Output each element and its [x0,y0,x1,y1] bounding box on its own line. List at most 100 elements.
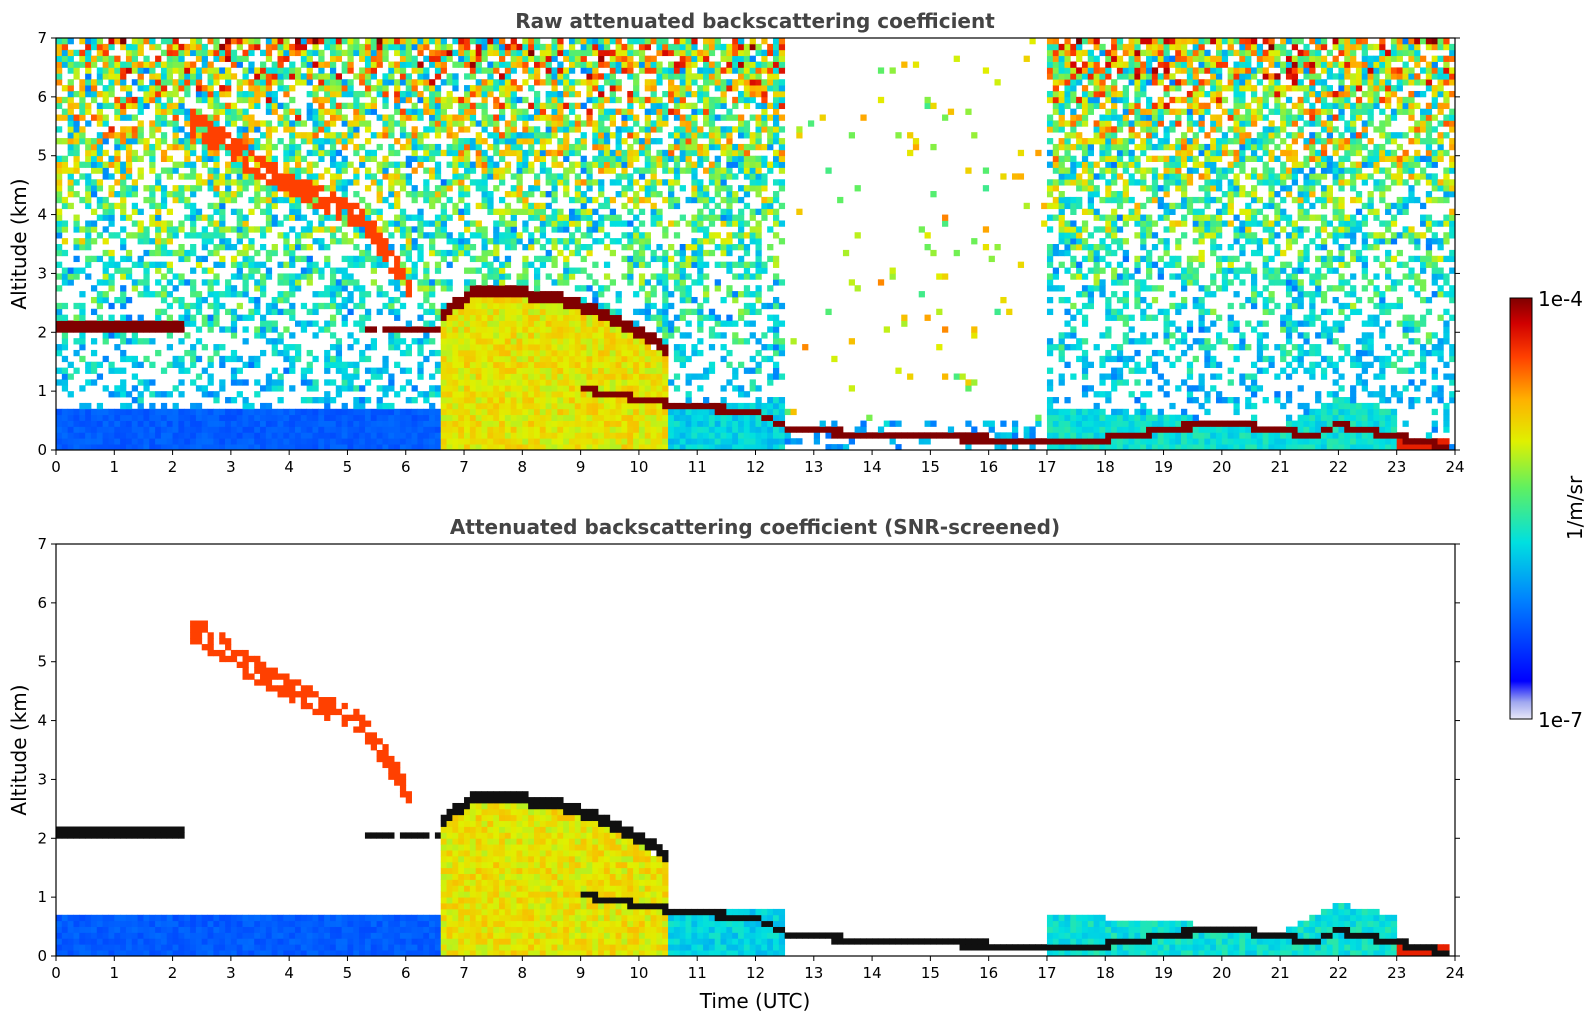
heatmap-cell [574,214,582,221]
heatmap-cell [225,179,232,186]
heatmap-cell [335,73,343,80]
heatmap-cell [481,161,488,168]
heatmap-cell [265,432,273,439]
heatmap-cell [137,208,144,215]
heatmap-cell [434,114,442,121]
heatmap-cell [271,43,278,51]
heatmap-cell [213,132,220,139]
heatmap-cell [464,49,471,57]
heatmap-cell [242,397,249,404]
heatmap-cell [312,49,319,57]
heatmap-cell [388,43,395,51]
heatmap-cell [195,426,203,433]
heatmap-cell [399,67,407,74]
heatmap-cell [67,102,74,110]
heatmap-cell [131,102,139,110]
heatmap-cell [662,438,669,445]
heatmap-cell [329,344,337,351]
heatmap-cell [563,244,570,251]
heatmap-cell [429,420,436,427]
heatmap-cell [125,326,133,333]
heatmap-cell [528,214,535,221]
heatmap-cell [522,67,529,74]
heatmap-cell [137,79,144,86]
heatmap-cell [638,255,646,263]
heatmap-cell [172,361,179,368]
heatmap-cell [417,373,424,380]
heatmap-cell [662,108,669,115]
heatmap-cell [598,226,605,233]
heatmap-cell [644,373,651,380]
heatmap-cell [289,244,296,251]
heatmap-cell [178,67,185,74]
heatmap-cell [598,414,605,421]
heatmap-cell [516,332,523,339]
heatmap-cell [411,126,418,133]
heatmap-cell [568,196,576,204]
heatmap-cell [429,326,436,333]
heatmap-cell [289,214,296,221]
heatmap-cell [394,167,401,174]
heatmap-cell [592,73,599,80]
heatmap-cell [638,232,646,239]
heatmap-cell [312,85,319,92]
heatmap-cell [190,132,197,139]
heatmap-cell [499,238,506,245]
heatmap-cell [493,61,500,68]
heatmap-cell [120,438,127,445]
heatmap-cell [469,61,477,68]
heatmap-cell [504,438,512,445]
heatmap-cell [329,90,337,98]
heatmap-cell [289,49,296,57]
heatmap-cell [475,120,482,127]
heatmap-cell [120,226,127,233]
heatmap-cell [190,244,197,251]
heatmap-cell [417,408,424,416]
heatmap-cell [539,220,547,227]
heatmap-cell [178,379,185,386]
heatmap-cell [563,391,570,398]
heatmap-cell [178,426,185,433]
heatmap-cell [423,132,430,139]
heatmap-cell [248,308,255,316]
heatmap-cell [528,114,535,121]
heatmap-cell [464,185,471,192]
heatmap-cell [96,161,104,168]
heatmap-cell [464,114,471,121]
heatmap-cell [481,302,488,310]
heatmap-cell [528,73,535,80]
heatmap-cell [347,208,354,215]
heatmap-cell [254,285,261,292]
heatmap-cell [580,208,587,215]
heatmap-cell [627,143,634,151]
heatmap-cell [370,38,377,45]
heatmap-cell [230,349,238,357]
heatmap-cell [230,161,238,168]
heatmap-cell [633,414,640,421]
heatmap-cell [586,444,593,450]
heatmap-cell [114,114,121,121]
heatmap-cell [388,385,395,392]
heatmap-cell [376,61,383,68]
heatmap-cell [364,49,372,57]
heatmap-cell [627,267,634,274]
heatmap-cell [516,132,523,139]
heatmap-cell [79,338,86,345]
heatmap-cell [434,314,442,321]
heatmap-cell [563,326,570,333]
heatmap-cell [563,238,570,245]
heatmap-cell [137,408,144,416]
heatmap-cell [563,349,570,357]
heatmap-cell [364,108,372,115]
heatmap-cell [90,179,98,186]
heatmap-cell [598,326,605,333]
heatmap-cell [271,320,278,327]
heatmap-cell [353,373,360,380]
heatmap-cell [662,279,669,286]
heatmap-cell [533,73,541,80]
heatmap-cell [102,120,109,127]
heatmap-cell [277,397,284,404]
heatmap-cell [446,420,453,427]
heatmap-cell [230,49,238,57]
heatmap-cell [510,232,517,239]
